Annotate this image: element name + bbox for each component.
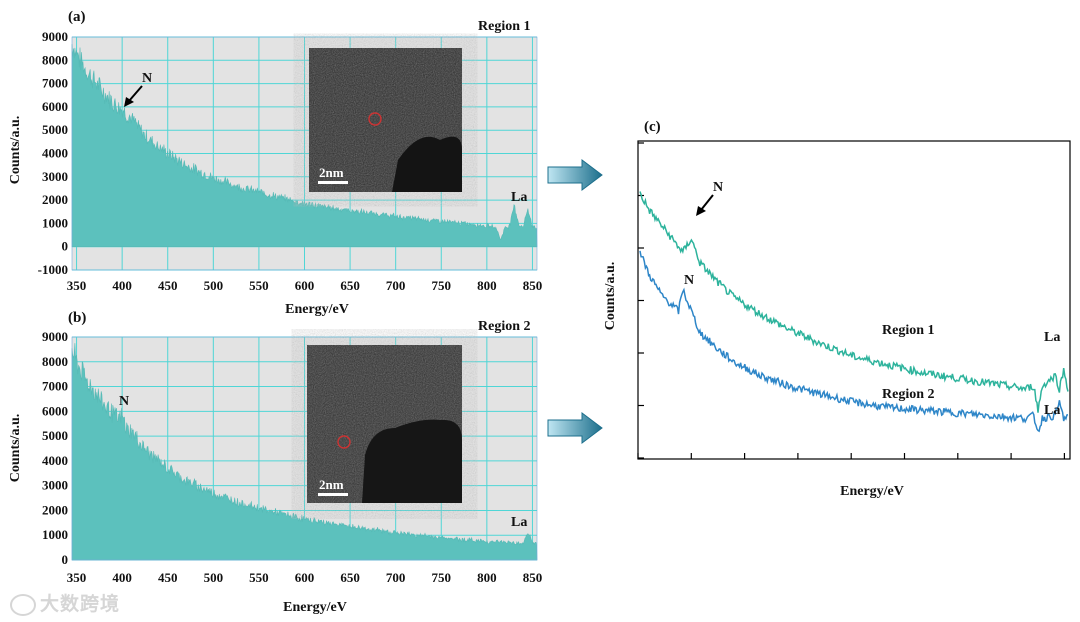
panel-b: (b) Region 2 0 1000 2000 3000 4000 5000 6000 70…	[8, 310, 542, 615]
watermark: 大数跨境	[10, 589, 120, 616]
panel-b-y-axis-label: Counts/a.u.	[8, 414, 23, 482]
y-tick-label: 1000	[42, 527, 68, 542]
panel-a-label: (a)	[68, 9, 86, 25]
y-tick-label: 2000	[42, 502, 68, 517]
panel-a-n-label: N	[142, 71, 152, 86]
panel-c-la-label-top: La	[1044, 330, 1060, 345]
panel-b-x-ticks: 350 400 450 500 550 600 650 700 750 800 850	[67, 570, 542, 585]
panel-c-series-region-2	[639, 250, 1069, 433]
y-tick-label: 3000	[42, 169, 68, 184]
panel-a-scale-bar	[318, 181, 348, 184]
panel-a-inset-image: 2nm	[309, 48, 462, 192]
x-tick-label: 550	[249, 278, 269, 293]
panel-a-inset-marker	[368, 112, 382, 126]
x-tick-label: 800	[477, 278, 497, 293]
panel-c-legend-region-2: Region 2	[882, 387, 935, 402]
panel-b-plot-frame	[71, 336, 538, 561]
x-tick-label: 550	[249, 570, 269, 585]
y-tick-label: 0	[62, 552, 69, 567]
panel-c-ticks	[637, 142, 1066, 459]
y-tick-label: 3000	[42, 478, 68, 493]
x-tick-label: 700	[386, 278, 406, 293]
x-tick-label: 450	[158, 570, 178, 585]
y-tick-label: 4000	[42, 453, 68, 468]
x-tick-label: 850	[523, 278, 543, 293]
x-tick-label: 500	[204, 570, 224, 585]
panel-b-inset-image: 2nm	[307, 345, 462, 503]
y-tick-label: 4000	[42, 146, 68, 161]
panel-c-n-label-top: N	[713, 180, 723, 195]
panel-b-scale-label: 2nm	[319, 477, 344, 492]
x-tick-label: 750	[432, 570, 452, 585]
x-tick-label: 350	[67, 278, 87, 293]
panel-b-title: Region 2	[478, 319, 531, 334]
y-tick-label: 6000	[42, 99, 68, 114]
panel-c-n-arrow	[696, 194, 714, 216]
panel-a-scale-label: 2nm	[319, 165, 344, 180]
y-tick-label: 0	[62, 239, 69, 254]
x-tick-label: 600	[295, 570, 315, 585]
x-tick-label: 350	[67, 570, 87, 585]
panel-a-plot-frame	[71, 36, 538, 271]
panel-c-y-axis-label: Counts/a.u.	[603, 262, 618, 330]
y-tick-label: 8000	[42, 354, 68, 369]
y-tick-label: 7000	[42, 379, 68, 394]
panel-a-title: Region 1	[478, 19, 531, 34]
y-tick-label: 9000	[42, 329, 68, 344]
panel-a-spectrum	[71, 44, 538, 247]
panel-c-series-region-1	[639, 191, 1069, 413]
arrow-a-to-c	[547, 159, 603, 191]
panel-a: (a) Region 1 -1000 0 1000 2000 3000 4000 5000 6…	[8, 9, 542, 317]
panel-a-x-ticks: 350 400 450 500 550 600 650 700 750 800 850	[67, 278, 542, 293]
x-tick-label: 850	[523, 570, 543, 585]
panel-c-label: (c)	[644, 119, 661, 135]
arrow-b-to-c	[547, 412, 603, 444]
panel-c-la-label-bottom: La	[1044, 403, 1060, 418]
panel-a-y-axis-label: Counts/a.u.	[8, 116, 23, 184]
panel-b-y-ticks: 0 1000 2000 3000 4000 5000 6000 7000 8000 9000	[42, 329, 68, 567]
panel-c-legend-region-1: Region 1	[882, 323, 935, 338]
panel-b-scale-bar	[318, 493, 348, 496]
y-tick-label: 9000	[42, 29, 68, 44]
y-tick-label: 5000	[42, 428, 68, 443]
panel-b-inset-marker	[337, 435, 351, 449]
y-tick-label: 5000	[42, 122, 68, 137]
panel-c-n-label-bottom: N	[684, 273, 694, 288]
panel-b-n-label: N	[119, 394, 129, 409]
x-tick-label: 400	[112, 278, 132, 293]
x-tick-label: 400	[112, 570, 132, 585]
y-tick-label: -1000	[38, 262, 68, 277]
x-tick-label: 800	[477, 570, 497, 585]
x-tick-label: 450	[158, 278, 178, 293]
y-tick-label: 2000	[42, 192, 68, 207]
y-tick-label: 1000	[42, 215, 68, 230]
x-tick-label: 650	[340, 278, 360, 293]
panel-a-n-arrow	[124, 85, 143, 107]
x-tick-label: 700	[386, 570, 406, 585]
x-tick-label: 750	[432, 278, 452, 293]
panel-c-x-axis-label: Energy/eV	[840, 484, 904, 499]
watermark-logo-icon	[10, 593, 36, 616]
panel-b-label: (b)	[68, 310, 86, 326]
watermark-text: 大数跨境	[40, 593, 121, 615]
panel-b-x-axis-label: Energy/eV	[283, 600, 347, 615]
y-tick-label: 8000	[42, 52, 68, 67]
panel-a-y-ticks: -1000 0 1000 2000 3000 4000 5000 6000 7000 8000 90…	[38, 29, 68, 277]
panel-a-la-label: La	[511, 190, 527, 205]
panel-c: (c) Counts/a.u. Energy/eV Region 1 Regio…	[603, 119, 1071, 499]
x-tick-label: 600	[295, 278, 315, 293]
y-tick-label: 6000	[42, 403, 68, 418]
x-tick-label: 650	[340, 570, 360, 585]
panel-b-spectrum	[71, 343, 538, 561]
x-tick-label: 500	[204, 278, 224, 293]
panel-a-x-axis-label: Energy/eV	[285, 302, 349, 317]
panel-c-plot-frame	[637, 140, 1071, 460]
panel-b-la-label: La	[511, 515, 527, 530]
y-tick-label: 7000	[42, 76, 68, 91]
